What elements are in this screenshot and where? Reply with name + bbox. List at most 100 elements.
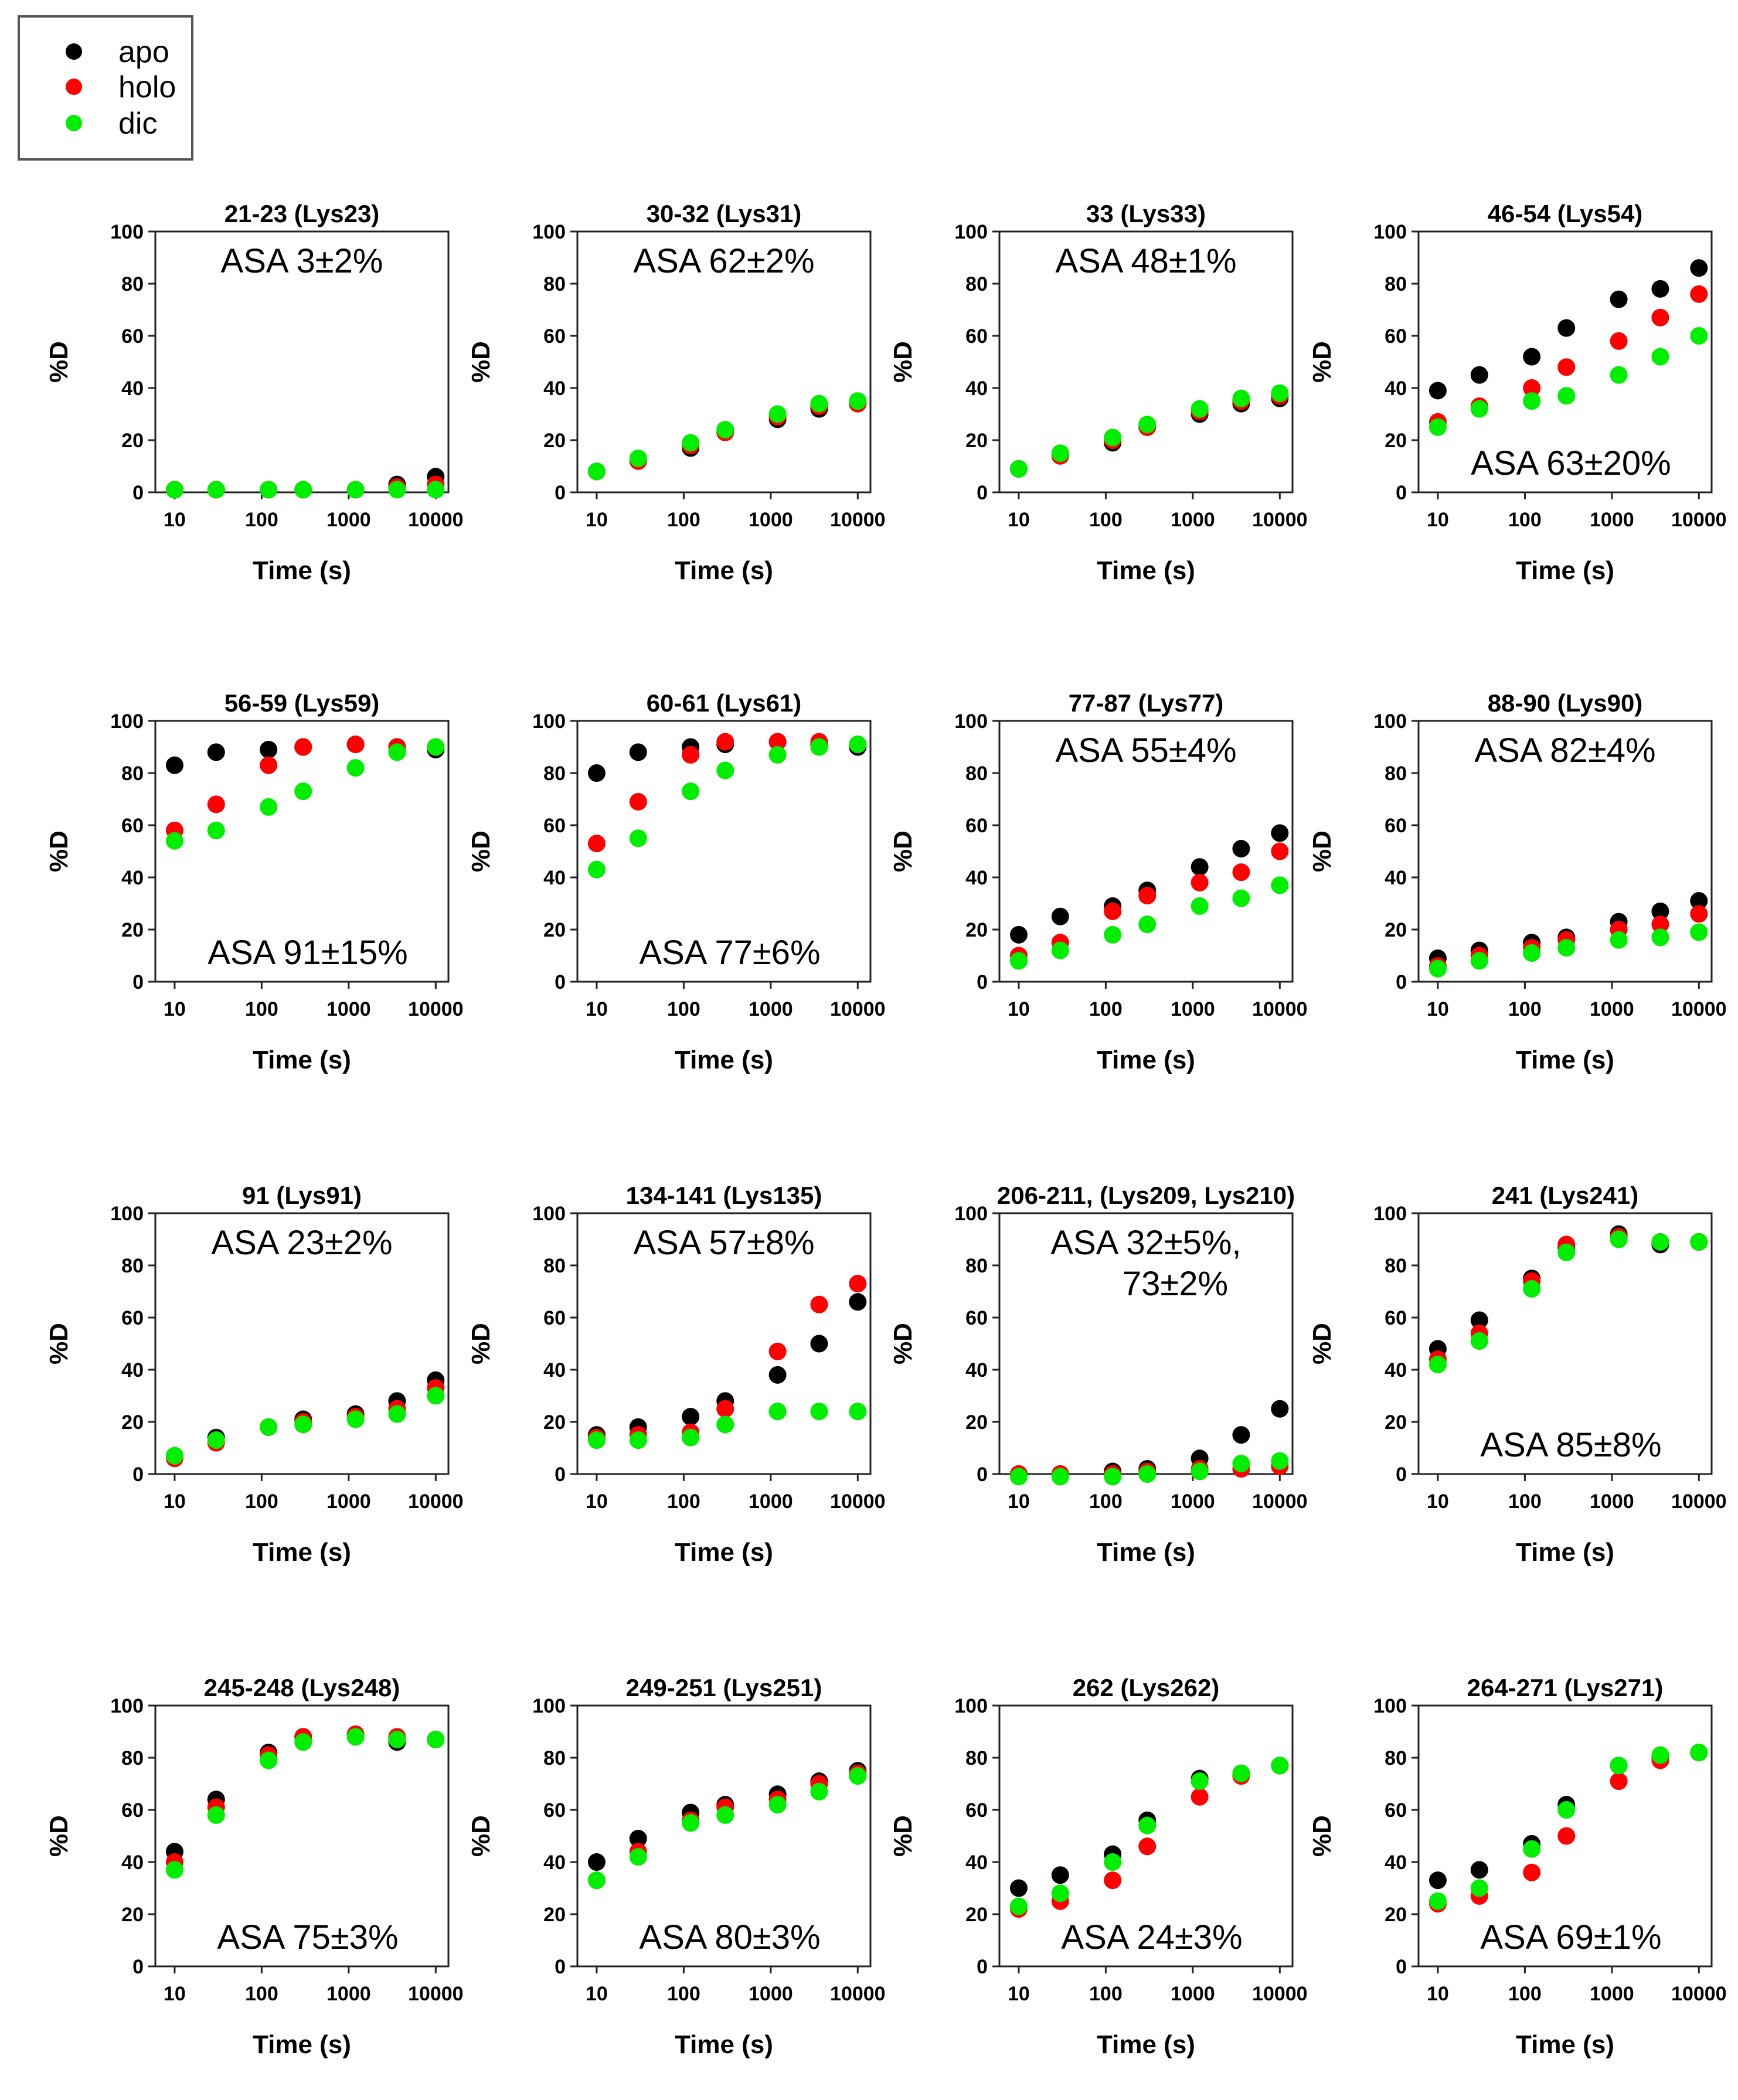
x-axis-label: Time (s) — [253, 1538, 351, 1567]
x-tick-label: 100 — [1508, 998, 1542, 1020]
data-point-dic — [1690, 923, 1708, 941]
y-tick-label: 40 — [543, 377, 566, 400]
chart-panel: 262 (Lys262) 0 20 40 60 80 100 10 100 1000 10000 Ti… — [889, 1674, 1308, 2059]
x-tick-label: 10000 — [1671, 1490, 1727, 1513]
data-point-apo — [1470, 366, 1488, 384]
y-axis-label: %D — [45, 1815, 73, 1857]
y-tick-label: 80 — [1385, 763, 1407, 785]
data-point-apo — [810, 1335, 828, 1353]
y-tick-label: 100 — [532, 710, 566, 733]
data-point-holo — [587, 835, 606, 853]
data-point-dic — [1429, 1892, 1447, 1910]
y-tick-label: 80 — [965, 273, 988, 295]
chart-title: 33 (Lys33) — [1086, 200, 1206, 227]
x-tick-label: 1000 — [326, 998, 371, 1020]
data-point-apo — [587, 764, 606, 782]
y-tick-label: 20 — [543, 1411, 566, 1434]
data-point-dic — [165, 1446, 183, 1465]
x-tick-label: 100 — [1089, 1983, 1123, 2005]
data-point-dic — [1232, 1455, 1250, 1473]
chart-panel: 60-61 (Lys61) 0 20 40 60 80 100 10 100 1000 10000 T… — [467, 689, 886, 1074]
y-tick-label: 20 — [121, 919, 144, 941]
data-point-dic — [1523, 1840, 1541, 1858]
data-point-dic — [1051, 444, 1069, 462]
data-point-dic — [427, 1730, 445, 1748]
data-point-dic — [1138, 1816, 1157, 1834]
y-tick-label: 40 — [543, 867, 566, 889]
x-tick-label: 100 — [1508, 1983, 1542, 2005]
data-point-holo — [629, 792, 647, 811]
data-point-holo — [716, 1400, 734, 1418]
y-tick-label: 100 — [954, 1695, 988, 1717]
data-point-holo — [346, 736, 365, 754]
asa-annotation: ASA 55±4% — [1055, 731, 1236, 770]
data-point-dic — [165, 1861, 183, 1879]
chart-title: 30-32 (Lys31) — [647, 200, 802, 227]
data-point-apo — [1690, 259, 1708, 277]
data-point-apo — [1610, 290, 1628, 308]
x-tick-label: 100 — [1089, 1490, 1123, 1513]
y-tick-label: 60 — [543, 1799, 566, 1822]
data-point-dic — [682, 1428, 700, 1446]
y-tick-label: 20 — [543, 919, 566, 941]
y-axis-label: %D — [1308, 1815, 1336, 1857]
y-axis-label: %D — [467, 1323, 495, 1364]
data-point-dic — [165, 832, 183, 850]
y-tick-label: 40 — [965, 1851, 988, 1874]
x-axis-label: Time (s) — [675, 2030, 773, 2059]
y-tick-label: 60 — [121, 815, 144, 837]
chart-title: 206-211, (Lys209, Lys210) — [997, 1182, 1295, 1209]
data-point-dic — [294, 1415, 312, 1434]
data-point-holo — [1104, 902, 1122, 920]
x-tick-label: 10 — [1427, 998, 1449, 1020]
y-tick-label: 20 — [121, 1904, 144, 1926]
data-point-dic — [260, 1418, 278, 1436]
asa-annotation: ASA 24±3% — [1061, 1918, 1242, 1956]
y-tick-label: 80 — [965, 763, 988, 785]
y-tick-label: 0 — [977, 971, 988, 993]
data-point-dic — [1009, 952, 1028, 970]
y-tick-label: 0 — [132, 971, 144, 993]
data-point-dic — [1470, 1332, 1488, 1350]
data-point-holo — [849, 1275, 867, 1293]
data-point-dic — [716, 1415, 734, 1434]
x-tick-label: 10 — [1008, 509, 1030, 531]
data-point-holo — [207, 795, 225, 814]
legend-label-dic: dic — [118, 107, 157, 141]
plot-frame — [998, 1704, 1294, 1968]
y-tick-label: 60 — [543, 325, 566, 348]
data-point-dic — [629, 1848, 647, 1866]
data-point-dic — [1232, 889, 1250, 907]
y-tick-label: 20 — [965, 919, 988, 941]
y-axis-label: %D — [45, 831, 73, 872]
y-tick-label: 40 — [1385, 377, 1407, 400]
x-tick-label: 100 — [667, 509, 700, 531]
data-point-dic — [768, 1403, 787, 1421]
data-point-holo — [1610, 1772, 1628, 1791]
y-tick-label: 100 — [1373, 221, 1407, 243]
data-point-holo — [1271, 842, 1289, 860]
y-axis-label: %D — [889, 1323, 917, 1364]
x-tick-label: 1000 — [1171, 509, 1215, 531]
x-tick-label: 10000 — [1671, 509, 1727, 531]
data-point-dic — [1271, 1757, 1289, 1775]
data-point-dic — [1429, 1356, 1447, 1374]
y-tick-label: 0 — [132, 1956, 144, 1978]
data-point-dic — [1104, 925, 1122, 944]
data-point-dic — [1191, 1772, 1209, 1791]
x-axis-label: Time (s) — [1516, 556, 1614, 585]
data-point-dic — [388, 743, 406, 761]
y-tick-label: 0 — [1396, 482, 1407, 504]
asa-annotation: ASA 32±5%, — [1050, 1224, 1241, 1262]
data-point-dic — [768, 1796, 787, 1814]
data-point-holo — [1690, 905, 1708, 923]
data-point-dic — [260, 1751, 278, 1769]
data-point-holo — [716, 733, 734, 751]
y-tick-label: 60 — [1385, 1307, 1407, 1329]
chart-panel: 33 (Lys33) 0 20 40 60 80 100 10 100 1000 10000 Time… — [889, 200, 1308, 585]
x-tick-label: 1000 — [1171, 998, 1215, 1020]
x-tick-label: 10 — [1427, 1983, 1449, 2005]
y-tick-label: 0 — [977, 482, 988, 504]
asa-annotation: ASA 77±6% — [639, 934, 820, 972]
data-point-holo — [1557, 358, 1576, 376]
